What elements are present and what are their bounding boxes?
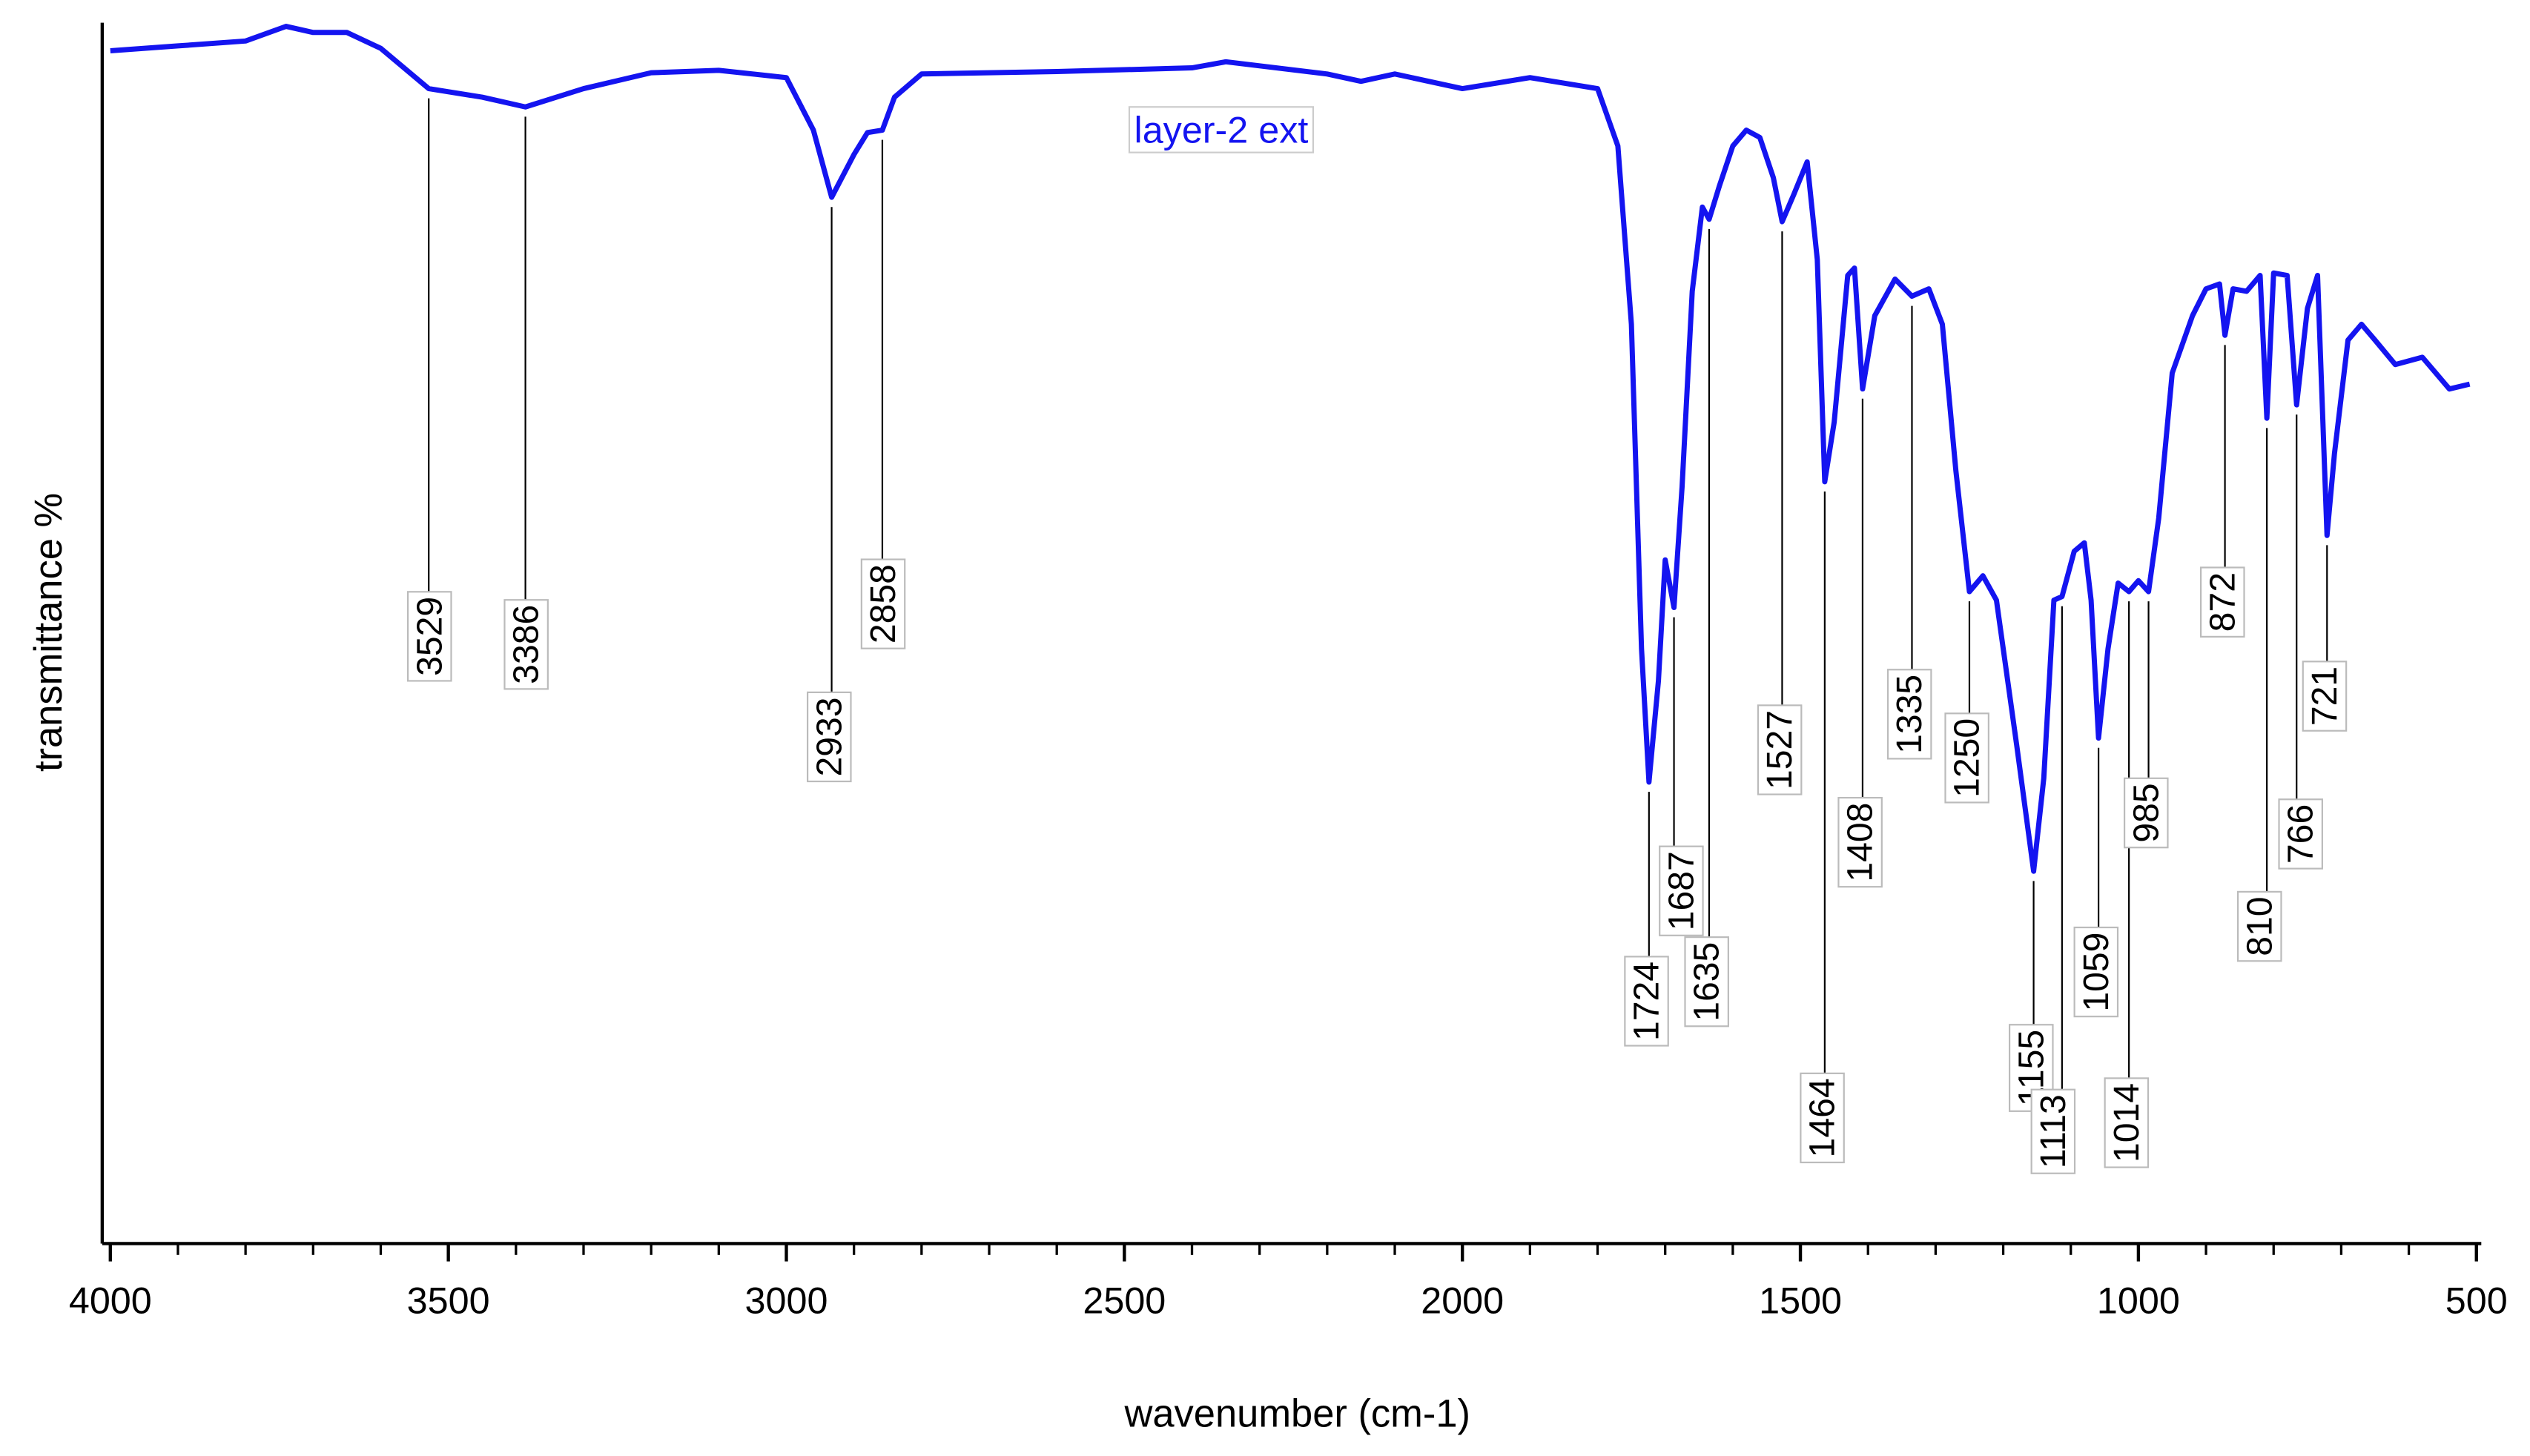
x-tick-label: 4000 bbox=[69, 1280, 152, 1322]
peak-label: 810 bbox=[2236, 890, 2282, 962]
peak-label-box bbox=[2236, 890, 2282, 962]
peak-label: 985 bbox=[2123, 777, 2169, 849]
peak-label-box bbox=[503, 599, 549, 690]
peak-label-box bbox=[2030, 1088, 2076, 1174]
peak-label: 1335 bbox=[1886, 669, 1932, 760]
peak-label: 3386 bbox=[503, 599, 549, 690]
peak-label-text: 2933 bbox=[809, 697, 849, 776]
peak-label-text: 1113 bbox=[2033, 1094, 2073, 1168]
peak-label-text: 2858 bbox=[863, 564, 903, 643]
peak-label-text: 1408 bbox=[1840, 803, 1880, 882]
peak-label: 1014 bbox=[2104, 1077, 2150, 1168]
peak-label-box bbox=[2123, 777, 2169, 849]
peak-label: 1113 bbox=[2030, 1088, 2076, 1174]
peak-label: 721 bbox=[2302, 661, 2348, 732]
peak-label: 1250 bbox=[1944, 712, 1989, 804]
peak-label-box bbox=[2104, 1077, 2150, 1168]
x-tick-label: 500 bbox=[2445, 1280, 2508, 1322]
peak-label-text: 1250 bbox=[1947, 718, 1987, 798]
peak-label-text: 766 bbox=[2281, 804, 2321, 864]
peak-label-text: 1014 bbox=[2107, 1083, 2147, 1162]
peak-label-text: 721 bbox=[2305, 666, 2345, 726]
x-tick-label: 3000 bbox=[745, 1280, 828, 1322]
peak-label-text: 985 bbox=[2126, 783, 2166, 842]
peak-label-box bbox=[1800, 1072, 1845, 1164]
peak-label: 1408 bbox=[1837, 796, 1883, 888]
series-name-box bbox=[1128, 106, 1315, 153]
peak-label-box bbox=[1624, 956, 1669, 1047]
peak-label: 2933 bbox=[807, 691, 852, 783]
x-tick-label: 1000 bbox=[2097, 1280, 2180, 1322]
peak-label: 766 bbox=[2278, 798, 2323, 870]
series-name: layer-2 ext bbox=[1134, 108, 1309, 150]
peak-label-text: 1635 bbox=[1687, 942, 1727, 1022]
peak-label: 3529 bbox=[407, 591, 452, 682]
peak-label-text: 1059 bbox=[2076, 933, 2116, 1012]
peak-label-box bbox=[1757, 704, 1803, 795]
x-tick-label: 3500 bbox=[407, 1280, 490, 1322]
x-tick-label: 2000 bbox=[1421, 1280, 1504, 1322]
y-axis-label: transmittance % bbox=[27, 493, 70, 772]
peak-label-box bbox=[407, 591, 452, 682]
peak-label-text: 1527 bbox=[1760, 710, 1800, 790]
peak-label-text: 1687 bbox=[1661, 851, 1701, 930]
x-tick-label: 2500 bbox=[1083, 1280, 1166, 1322]
peak-label: 1527 bbox=[1757, 704, 1803, 795]
peak-label-text: 3386 bbox=[506, 605, 546, 684]
peak-label-box bbox=[1944, 712, 1989, 804]
peak-label-box bbox=[1886, 669, 1932, 760]
peak-label-text: 1724 bbox=[1627, 962, 1667, 1041]
peak-label: 1724 bbox=[1624, 956, 1669, 1047]
peak-label: 1635 bbox=[1684, 936, 1729, 1028]
peak-label-box bbox=[2278, 798, 2323, 870]
peak-label-box bbox=[2200, 566, 2245, 638]
peak-label: 872 bbox=[2200, 566, 2245, 638]
x-axis-label: wavenumber (cm-1) bbox=[1123, 1392, 1470, 1436]
peak-label-text: 1464 bbox=[1803, 1078, 1843, 1157]
peak-label-box bbox=[860, 558, 906, 649]
peak-label-text: 810 bbox=[2239, 896, 2279, 956]
peak-label-box bbox=[1684, 936, 1729, 1028]
peak-label-box bbox=[2073, 926, 2119, 1018]
peak-label: 2858 bbox=[860, 558, 906, 649]
series-label: layer-2 ext bbox=[1128, 106, 1315, 153]
peak-label-text: 1335 bbox=[1889, 675, 1929, 754]
peak-label-text: 872 bbox=[2202, 572, 2242, 632]
peak-label-box bbox=[1659, 845, 1704, 936]
peak-label-box bbox=[807, 691, 852, 783]
peak-label: 1059 bbox=[2073, 926, 2119, 1018]
x-tick-label: 1500 bbox=[1759, 1280, 1842, 1322]
peak-label-box bbox=[1837, 796, 1883, 888]
peak-label: 1464 bbox=[1800, 1072, 1845, 1164]
peak-label-text: 3529 bbox=[409, 597, 449, 676]
peak-label-box bbox=[2302, 661, 2348, 732]
peak-label: 1687 bbox=[1659, 845, 1704, 936]
spectrum-line bbox=[110, 24, 2471, 874]
